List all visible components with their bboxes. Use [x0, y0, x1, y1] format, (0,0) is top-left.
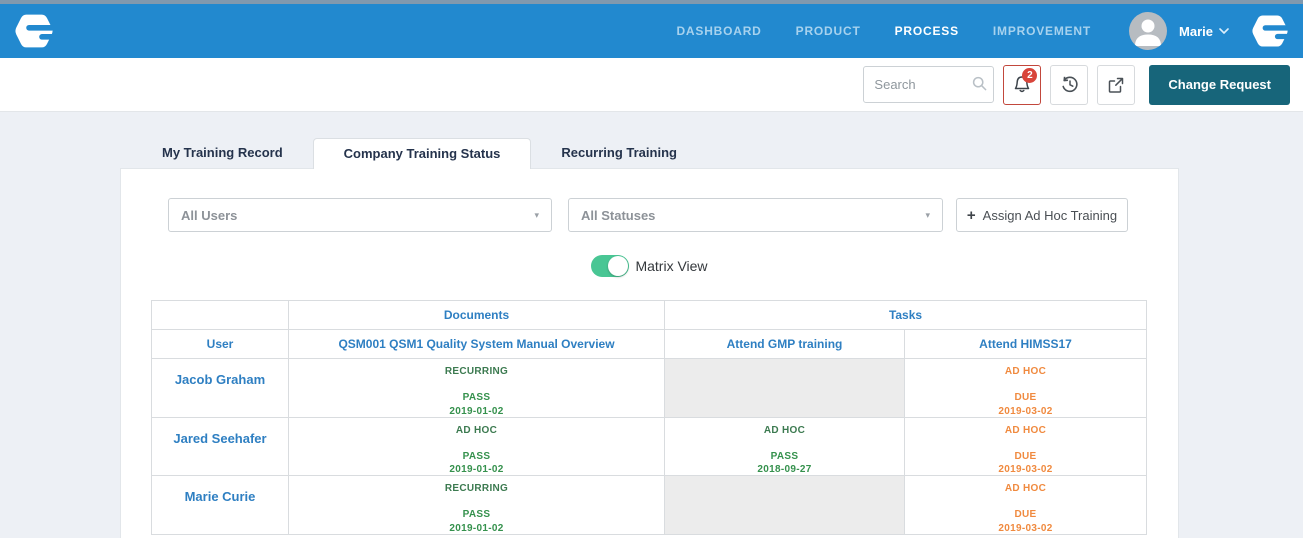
search-icon [972, 76, 987, 91]
training-status: DUE [905, 391, 1146, 406]
training-status-panel: All Users ▾ All Statuses ▾ + Assign Ad H… [120, 168, 1179, 538]
training-matrix-table: Documents Tasks User QSM001 QSM1 Quality… [151, 300, 1147, 535]
training-type: RECURRING [289, 366, 664, 377]
statuses-filter-select[interactable]: All Statuses ▾ [568, 198, 943, 232]
plus-icon: + [967, 207, 976, 224]
user-link[interactable]: Marie Curie [152, 476, 289, 535]
task-column-header[interactable]: Attend HIMSS17 [905, 330, 1147, 359]
training-status-cell[interactable]: AD HOC DUE 2019-03-02 [905, 359, 1147, 418]
person-icon [1129, 12, 1167, 50]
training-status: PASS [289, 508, 664, 523]
nav-item-dashboard[interactable]: DASHBOARD [676, 24, 761, 38]
no-training-cell [665, 359, 905, 418]
tasks-group-header: Tasks [665, 301, 1147, 330]
dropdown-arrow-icon: ▾ [925, 210, 930, 221]
training-date: 2019-03-02 [905, 464, 1146, 475]
training-status: PASS [665, 450, 904, 465]
training-status: PASS [289, 450, 664, 465]
users-filter-value: All Users [181, 208, 237, 223]
matrix-view-label: Matrix View [635, 258, 707, 274]
training-status-cell[interactable]: AD HOC PASS 2019-01-02 [289, 417, 665, 476]
toolbar: 2 Change Request [0, 58, 1303, 112]
training-status-cell[interactable]: AD HOC PASS 2018-09-27 [665, 417, 905, 476]
history-button[interactable] [1050, 65, 1088, 105]
training-type: AD HOC [905, 483, 1146, 494]
notification-count-badge: 2 [1022, 68, 1037, 83]
column-header-row: User QSM001 QSM1 Quality System Manual O… [152, 330, 1147, 359]
app-logo-icon[interactable] [14, 12, 54, 50]
no-training-cell [665, 476, 905, 535]
dropdown-arrow-icon: ▾ [534, 210, 539, 221]
history-icon [1060, 75, 1079, 94]
change-request-button[interactable]: Change Request [1149, 65, 1290, 105]
training-type: AD HOC [905, 425, 1146, 436]
empty-header-cell [152, 301, 289, 330]
tab-recurring-training[interactable]: Recurring Training [531, 138, 707, 168]
user-link[interactable]: Jared Seehafer [152, 417, 289, 476]
training-date: 2019-01-02 [289, 406, 664, 417]
documents-group-header: Documents [289, 301, 665, 330]
training-type: AD HOC [665, 425, 904, 436]
filters-row: All Users ▾ All Statuses ▾ + Assign Ad H… [168, 198, 1178, 232]
matrix-view-row: Matrix View [121, 255, 1178, 277]
group-header-row: Documents Tasks [152, 301, 1147, 330]
external-link-icon [1107, 76, 1125, 94]
training-status: PASS [289, 391, 664, 406]
nav-item-product[interactable]: PRODUCT [796, 24, 861, 38]
training-date: 2019-03-02 [905, 406, 1146, 417]
tab-bar: My Training Record Company Training Stat… [0, 112, 1303, 168]
user-menu[interactable]: Marie [1179, 24, 1229, 39]
tab-my-training-record[interactable]: My Training Record [132, 138, 313, 168]
training-status: DUE [905, 450, 1146, 465]
toggle-knob [608, 256, 628, 276]
search-box [863, 66, 994, 103]
assign-button-label: Assign Ad Hoc Training [983, 208, 1117, 223]
user-link[interactable]: Jacob Graham [152, 359, 289, 418]
training-date: 2019-01-02 [289, 523, 664, 534]
matrix-view-toggle[interactable] [591, 255, 629, 277]
table-row: Marie Curie RECURRING PASS 2019-01-02 AD… [152, 476, 1147, 535]
assign-ad-hoc-training-button[interactable]: + Assign Ad Hoc Training [956, 198, 1128, 232]
chevron-down-icon [1219, 28, 1229, 34]
statuses-filter-value: All Statuses [581, 208, 655, 223]
top-nav: DASHBOARD PRODUCT PROCESS IMPROVEMENT [676, 24, 1091, 38]
table-row: Jared Seehafer AD HOC PASS 2019-01-02 AD… [152, 417, 1147, 476]
user-avatar[interactable] [1129, 12, 1167, 50]
training-type: AD HOC [905, 366, 1146, 377]
training-type: RECURRING [289, 483, 664, 494]
training-status-cell[interactable]: RECURRING PASS 2019-01-02 [289, 359, 665, 418]
tab-company-training-status[interactable]: Company Training Status [313, 138, 532, 169]
user-name: Marie [1179, 24, 1213, 39]
notifications-button[interactable]: 2 [1003, 65, 1041, 105]
main-content: My Training Record Company Training Stat… [0, 112, 1303, 538]
training-date: 2019-03-02 [905, 523, 1146, 534]
training-status: DUE [905, 508, 1146, 523]
training-type: AD HOC [289, 425, 664, 436]
document-column-header[interactable]: QSM001 QSM1 Quality System Manual Overvi… [289, 330, 665, 359]
training-status-cell[interactable]: RECURRING PASS 2019-01-02 [289, 476, 665, 535]
training-date: 2018-09-27 [665, 464, 904, 475]
training-date: 2019-01-02 [289, 464, 664, 475]
table-row: Jacob Graham RECURRING PASS 2019-01-02 A… [152, 359, 1147, 418]
open-external-button[interactable] [1097, 65, 1135, 105]
app-header: DASHBOARD PRODUCT PROCESS IMPROVEMENT Ma… [0, 4, 1303, 58]
users-filter-select[interactable]: All Users ▾ [168, 198, 552, 232]
task-column-header[interactable]: Attend GMP training [665, 330, 905, 359]
training-status-cell[interactable]: AD HOC DUE 2019-03-02 [905, 417, 1147, 476]
nav-item-process[interactable]: PROCESS [895, 24, 959, 38]
nav-item-improvement[interactable]: IMPROVEMENT [993, 24, 1091, 38]
company-logo-icon[interactable] [1251, 13, 1289, 49]
training-status-cell[interactable]: AD HOC DUE 2019-03-02 [905, 476, 1147, 535]
user-column-header: User [152, 330, 289, 359]
